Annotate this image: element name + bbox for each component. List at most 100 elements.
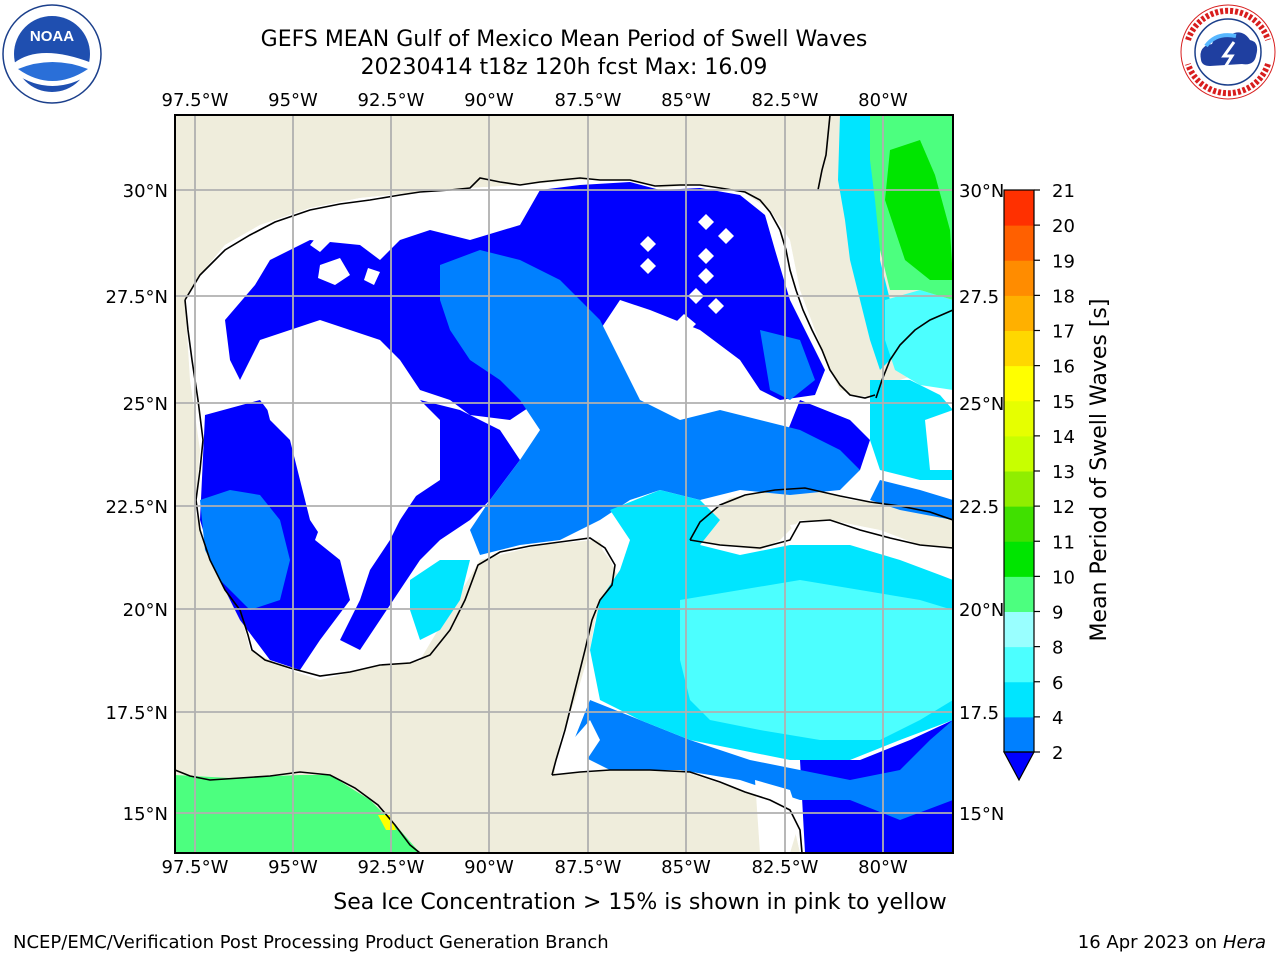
colorbar-label: Mean Period of Swell Waves [s] bbox=[1087, 299, 1112, 642]
colorbar-tick-label: 4 bbox=[1052, 708, 1063, 729]
lat-label-left: 15°N bbox=[123, 804, 168, 825]
colorbar-tick-label: 6 bbox=[1052, 673, 1063, 694]
colorbar-tick-label: 13 bbox=[1052, 462, 1075, 483]
nodata-hole-tx bbox=[310, 235, 330, 252]
lon-label-top: 92.5°W bbox=[358, 90, 425, 111]
footer-date-text: 16 Apr 2023 on bbox=[1077, 932, 1223, 953]
swell-region-4to6-yucatan-channel bbox=[410, 560, 470, 640]
colorbar-segment bbox=[1004, 471, 1034, 507]
lat-label-left: 20°N bbox=[123, 600, 168, 621]
chart-subtitle: 20230414 t18z 120h fcst Max: 16.09 bbox=[360, 55, 768, 80]
colorbar-segment bbox=[1004, 295, 1034, 331]
lat-label-left: 25°N bbox=[123, 394, 168, 415]
lon-label-bottom: 97.5°W bbox=[162, 857, 229, 878]
nodata-hole-fl-keys bbox=[925, 410, 953, 470]
nodata-hole-gulf8 bbox=[718, 228, 734, 244]
lat-label-right: 25°N bbox=[959, 394, 1004, 415]
colorbar: 2 4 6 8 9 10 11 12 13 14 15 16 17 18 19 20 21 bbox=[1002, 181, 1075, 782]
lat-label-right: 15°N bbox=[959, 804, 1004, 825]
lon-label-bottom: 90°W bbox=[464, 857, 514, 878]
honduras-land bbox=[420, 770, 800, 853]
colorbar-tick-label: 2 bbox=[1052, 743, 1063, 764]
nodata-hole-gulf5 bbox=[698, 268, 714, 284]
lon-label-bottom: 82.5°W bbox=[752, 857, 819, 878]
sea-ice-note: Sea Ice Concentration > 15% is shown in … bbox=[333, 890, 947, 915]
map-frame bbox=[174, 114, 954, 854]
colorbar-tick-label: 8 bbox=[1052, 638, 1063, 659]
swell-region-6to8-caribbean bbox=[680, 580, 953, 740]
swell-region-2to4-center bbox=[440, 250, 860, 555]
colorbar-segment bbox=[1004, 330, 1034, 367]
lat-label-left: 17.5°N bbox=[105, 703, 168, 724]
nodata-hole-tx3 bbox=[364, 268, 380, 285]
svg-text:NOAA: NOAA bbox=[30, 28, 74, 45]
colorbar-segment bbox=[1004, 400, 1034, 437]
swell-region-2to4-caribbean bbox=[570, 700, 953, 820]
gridlines bbox=[175, 115, 953, 853]
nws-logo-icon bbox=[1180, 4, 1276, 100]
lat-label-right: 17.5 bbox=[959, 703, 999, 724]
colorbar-tick-label: 16 bbox=[1052, 357, 1075, 378]
axis-labels: 97.5°W 95°W 92.5°W 90°W 87.5°W 85°W 82.5°W 80°W… bbox=[105, 90, 1004, 878]
nodata-hole-gulf9 bbox=[674, 314, 696, 336]
lat-label-right: 27.5 bbox=[959, 287, 999, 308]
swell-region-2to4-florida-shelf bbox=[760, 330, 815, 400]
colorbar-tick-label: 11 bbox=[1052, 532, 1075, 553]
lon-label-bottom: 95°W bbox=[268, 857, 318, 878]
colorbar-segment bbox=[1004, 225, 1034, 261]
colorbar-tick-label: 14 bbox=[1052, 427, 1075, 448]
colorbar-segment bbox=[1004, 541, 1034, 577]
colorbar-tick-label: 12 bbox=[1052, 497, 1075, 518]
nodata-hole-gulf7 bbox=[708, 298, 724, 314]
colorbar-segment bbox=[1004, 365, 1034, 402]
colorbar-tick-label: 15 bbox=[1052, 392, 1075, 413]
lat-label-left: 30°N bbox=[123, 181, 168, 202]
lon-label-top: 90°W bbox=[464, 90, 514, 111]
swell-region-10to11-atlantic bbox=[885, 140, 953, 280]
colorbar-segment bbox=[1004, 646, 1034, 683]
lon-label-top: 80°W bbox=[858, 90, 908, 111]
nodata-hole-gulf1 bbox=[640, 236, 656, 252]
lon-label-bottom: 92.5°W bbox=[358, 857, 425, 878]
colorbar-tick-label: 17 bbox=[1052, 322, 1075, 343]
nodata-hole-gulf4 bbox=[698, 248, 714, 264]
colorbar-segment bbox=[1004, 506, 1034, 542]
yucatan-land bbox=[420, 540, 620, 775]
lon-label-bottom: 80°W bbox=[858, 857, 908, 878]
nodata-hole-gulf2 bbox=[640, 258, 656, 274]
cuba-land bbox=[690, 488, 953, 550]
swell-region-lt2-center bbox=[340, 400, 520, 650]
lon-label-top: 87.5°W bbox=[555, 90, 622, 111]
nodata-hole-gulf3 bbox=[698, 214, 714, 230]
coastlines bbox=[175, 115, 953, 853]
lat-label-left: 22.5°N bbox=[105, 497, 168, 518]
lon-label-bottom: 87.5°W bbox=[555, 857, 622, 878]
colorbar-under-extension bbox=[1002, 751, 1036, 782]
colorbar-segment bbox=[1004, 716, 1034, 753]
footer-date: 16 Apr 2023 on Hera bbox=[1078, 932, 1266, 953]
swell-region-6to8-atlantic bbox=[885, 290, 953, 390]
swell-region-2to4-west bbox=[200, 490, 290, 610]
colorbar-tick-label: 21 bbox=[1052, 181, 1075, 202]
noaa-logo-icon: NOAA bbox=[2, 4, 102, 104]
colorbar-tick-label: 20 bbox=[1052, 216, 1075, 237]
chart-title: GEFS MEAN Gulf of Mexico Mean Period of … bbox=[260, 27, 868, 52]
colorbar-segment bbox=[1004, 435, 1034, 472]
colorbar-tick-label: 10 bbox=[1052, 567, 1075, 588]
lon-label-top: 97.5°W bbox=[162, 90, 229, 111]
lon-label-bottom: 85°W bbox=[661, 857, 711, 878]
colorbar-segment bbox=[1004, 260, 1034, 296]
lon-label-top: 85°W bbox=[661, 90, 711, 111]
lon-label-top: 82.5°W bbox=[752, 90, 819, 111]
colorbar-tick-label: 18 bbox=[1052, 286, 1075, 307]
colorbar-segment bbox=[1004, 190, 1034, 226]
swell-region-2to4-cuba-east bbox=[870, 480, 953, 520]
lat-label-right: 22.5 bbox=[959, 497, 999, 518]
colorbar-tick-label: 9 bbox=[1052, 603, 1063, 624]
lat-label-right: 30°N bbox=[959, 181, 1004, 202]
lat-label-left: 27.5°N bbox=[105, 287, 168, 308]
footer-credit: NCEP/EMC/Verification Post Processing Pr… bbox=[13, 932, 609, 953]
swell-region-9to10-pacific bbox=[175, 775, 420, 853]
colorbar-segment bbox=[1004, 681, 1034, 718]
